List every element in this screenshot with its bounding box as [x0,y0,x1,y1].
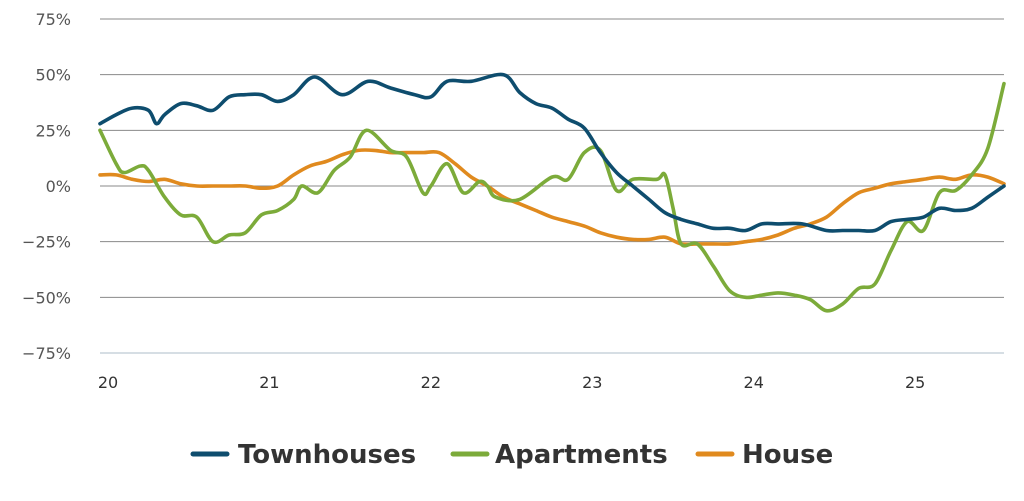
x-tick-label: 25 [905,373,925,392]
y-axis-ticks: 75% 50% 25% 0% −25% −50% −75% [22,10,71,363]
x-tick-label: 21 [259,373,279,392]
legend-label-house: House [742,440,833,470]
y-tick-label: 25% [35,121,71,140]
x-tick-label: 20 [98,373,118,392]
series-lines [98,72,1006,313]
legend-label-apartments: Apartments [495,440,668,470]
series-line-townhouses [98,72,1006,233]
legend: Townhouses Apartments House [190,440,833,470]
y-tick-label: 75% [35,10,71,29]
y-tick-label: −50% [22,288,71,307]
series-line-apartments [98,81,1006,313]
y-tick-label: 50% [35,66,71,85]
y-tick-label: 0% [46,177,71,196]
x-tick-label: 22 [421,373,441,392]
x-axis-ticks: 20 21 22 23 24 25 [98,373,926,392]
series-line-house [98,148,1006,247]
x-tick-label: 23 [582,373,602,392]
y-tick-label: −75% [22,344,71,363]
x-tick-label: 24 [744,373,764,392]
y-tick-label: −25% [22,233,71,252]
legend-label-townhouses: Townhouses [238,440,416,470]
